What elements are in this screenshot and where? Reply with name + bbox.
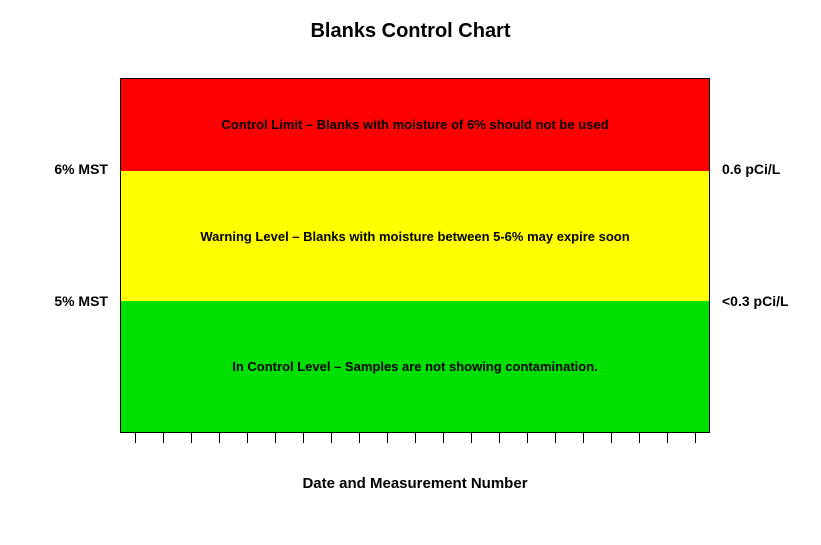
x-tick	[499, 432, 500, 443]
band-label-in-control-level: In Control Level – Samples are not showi…	[232, 359, 598, 374]
x-tick	[639, 432, 640, 443]
x-tick	[163, 432, 164, 443]
x-tick	[359, 432, 360, 443]
x-tick	[303, 432, 304, 443]
x-axis-label: Date and Measurement Number	[120, 475, 710, 492]
x-tick	[135, 432, 136, 443]
x-tick	[527, 432, 528, 443]
x-tick	[331, 432, 332, 443]
left-axis-label-0: 6% MST	[54, 161, 108, 177]
x-tick	[555, 432, 556, 443]
x-tick	[219, 432, 220, 443]
right-axis-label-0: 0.6 pCi/L	[722, 161, 780, 177]
x-tick	[191, 432, 192, 443]
x-tick	[667, 432, 668, 443]
chart-title: Blanks Control Chart	[0, 20, 821, 43]
band-label-warning-level: Warning Level – Blanks with moisture bet…	[200, 229, 629, 244]
x-tick	[387, 432, 388, 443]
x-tick	[275, 432, 276, 443]
x-tick	[247, 432, 248, 443]
x-tick	[611, 432, 612, 443]
left-axis-label-1: 5% MST	[54, 293, 108, 309]
right-axis-label-1: <0.3 pCi/L	[722, 293, 789, 309]
band-control-limit: Control Limit – Blanks with moisture of …	[121, 79, 709, 171]
band-label-control-limit: Control Limit – Blanks with moisture of …	[221, 117, 608, 132]
x-tick	[583, 432, 584, 443]
x-tick	[415, 432, 416, 443]
chart-plot-area: In Control Level – Samples are not showi…	[120, 78, 710, 433]
band-warning-level: Warning Level – Blanks with moisture bet…	[121, 171, 709, 302]
x-tick	[471, 432, 472, 443]
band-in-control-level: In Control Level – Samples are not showi…	[121, 301, 709, 432]
x-tick	[695, 432, 696, 443]
x-tick	[443, 432, 444, 443]
